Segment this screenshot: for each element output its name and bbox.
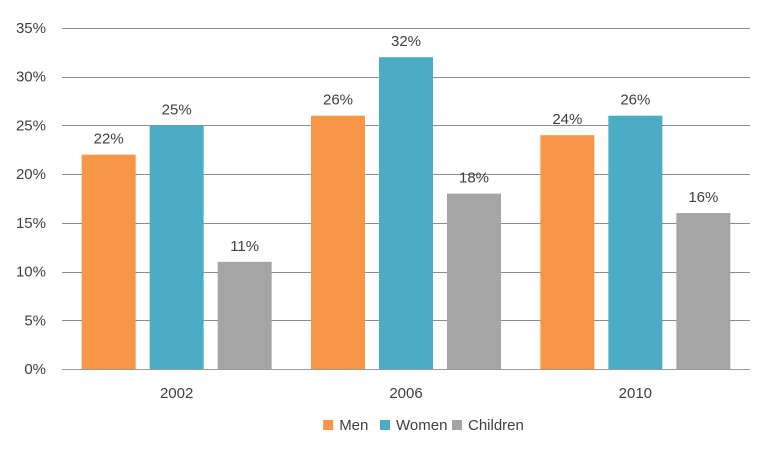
- y-tick-label: 35%: [16, 20, 46, 37]
- data-label: 16%: [688, 189, 718, 206]
- data-label: 18%: [459, 170, 489, 187]
- bars: [81, 57, 731, 369]
- bar-children-2010: [676, 213, 731, 369]
- data-label: 24%: [552, 111, 582, 128]
- x-tick-label: 2002: [160, 385, 193, 402]
- data-label: 11%: [230, 238, 259, 255]
- y-tick-label: 25%: [16, 117, 46, 134]
- x-axis: 2002 2006 2010: [160, 385, 652, 402]
- x-tick-label: 2010: [619, 385, 652, 402]
- legend-swatch-children: [452, 420, 462, 430]
- data-label: 32%: [391, 33, 421, 50]
- legend-swatch-women: [380, 420, 390, 430]
- bar-men-2006: [311, 115, 365, 369]
- legend-label-children: Children: [468, 417, 524, 434]
- y-tick-label: 10%: [16, 264, 46, 281]
- y-tick-label: 30%: [16, 69, 46, 86]
- x-tick-label: 2006: [389, 385, 422, 402]
- data-labels: 22% 25% 11% 26% 32% 18% 24% 26% 16%: [94, 33, 719, 255]
- legend-label-women: Women: [396, 417, 447, 434]
- data-label: 26%: [323, 92, 353, 109]
- legend-label-men: Men: [339, 417, 368, 434]
- bar-women-2010: [608, 115, 663, 369]
- y-axis: 0% 5% 10% 15% 20% 25% 30% 35%: [16, 20, 46, 378]
- legend-swatch-men: [323, 420, 334, 430]
- bar-children-2002: [217, 261, 272, 369]
- bar-children-2006: [447, 193, 501, 369]
- bar-women-2006: [379, 57, 433, 369]
- data-label: 25%: [162, 101, 192, 118]
- bar-women-2002: [149, 125, 204, 369]
- data-label: 22%: [94, 131, 124, 148]
- bar-men-2010: [540, 135, 595, 369]
- legend: Men Women Children: [323, 417, 524, 434]
- y-tick-label: 0%: [24, 361, 46, 378]
- bar-men-2002: [81, 154, 136, 369]
- data-label: 26%: [620, 92, 650, 109]
- y-tick-label: 20%: [16, 166, 46, 183]
- y-tick-label: 5%: [24, 312, 46, 329]
- y-tick-label: 15%: [16, 215, 46, 232]
